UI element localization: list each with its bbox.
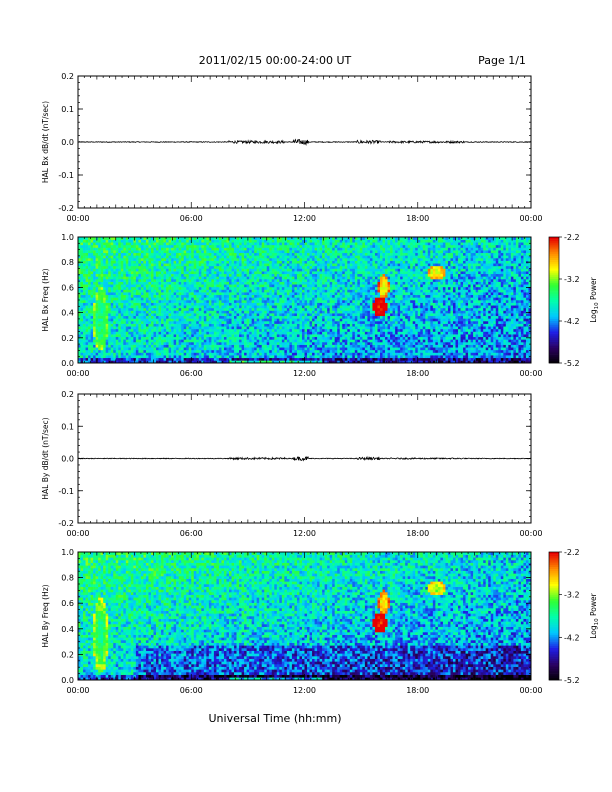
y-tick-label: -0.2 [58,204,74,213]
colorbar: -2.2 -3.2 -4.2 -5.2 Log10 Power [548,548,600,685]
y-tick-label: 0.2 [61,72,74,81]
by-dbdt-panel: 00:00 06:00 12:00 18:00 00:00 0.2 0.1 0.0 -0.1 -0… [41,390,543,538]
y-tick-label: 0.0 [61,455,74,464]
colorbar-tick-label: -4.2 [564,633,580,642]
x-tick-label: 18:00 [406,214,429,223]
colorbar-tick-label: -2.2 [564,233,580,242]
dbdt-trace [77,455,532,462]
colorbar-label: Log10 Power [589,592,600,638]
figure-title: 2011/02/15 00:00-24:00 UT [199,54,352,67]
y-tick-label: 0.8 [61,574,74,583]
x-tick-label: 00:00 [66,214,89,223]
x-tick-label: 12:00 [293,214,316,223]
x-axis-title: Universal Time (hh:mm) [209,712,342,725]
y-tick-label: 1.0 [61,233,74,242]
x-tick-label: 18:00 [406,529,429,538]
colorbar-label: Log10 Power [589,276,600,322]
x-tick-label: 00:00 [519,214,542,223]
y-tick-label: 0.4 [61,625,74,634]
y-axis-label: HAL Bx dB/dt (nT/sec) [41,101,50,183]
x-tick-label: 00:00 [519,686,542,695]
y-tick-label: 0.2 [61,390,74,399]
x-tick-label: 12:00 [293,369,316,378]
y-axis-label: HAL Bx Freq (Hz) [41,268,50,331]
y-tick-label: 0.0 [61,359,74,368]
x-tick-label: 12:00 [293,686,316,695]
y-axis-label: HAL By Freq (Hz) [41,584,50,647]
colorbar-tick-label: -5.2 [564,676,580,685]
y-tick-label: -0.1 [58,171,74,180]
y-tick-label: 0.1 [61,422,74,431]
x-tick-label: 00:00 [66,369,89,378]
x-tick-label: 06:00 [180,686,203,695]
colorbar-tick-label: -3.2 [564,275,580,284]
x-tick-label: 00:00 [66,686,89,695]
y-tick-label: 0.8 [61,258,74,267]
y-tick-label: 0.6 [61,599,74,608]
x-tick-label: 06:00 [180,369,203,378]
colorbar: -2.2 -3.2 -4.2 -5.2 Log10 Power [548,233,600,368]
x-tick-label: 00:00 [66,529,89,538]
bx-spectrogram-panel: 00:00 06:00 12:00 18:00 00:00 1.0 0.8 0.6 0.4 0.2… [41,233,600,378]
bx-dbdt-panel: 00:00 06:00 12:00 18:00 00:00 0.2 0.1 0.0 -0.1 -0… [41,72,543,223]
x-tick-label: 00:00 [519,369,542,378]
y-tick-label: 0.0 [61,138,74,147]
page-indicator: Page 1/1 [478,54,526,67]
x-tick-label: 06:00 [180,529,203,538]
spectrogram-cells [78,552,532,681]
y-tick-label: 0.0 [61,676,74,685]
x-tick-label: 18:00 [406,369,429,378]
y-tick-label: -0.1 [58,487,74,496]
x-tick-label: 06:00 [180,214,203,223]
colorbar-tick-label: -2.2 [564,548,580,557]
colorbar-tick-label: -5.2 [564,359,580,368]
y-tick-label: 0.6 [61,283,74,292]
colorbar-tick-label: -4.2 [564,317,580,326]
x-tick-label: 12:00 [293,529,316,538]
x-tick-label: 18:00 [406,686,429,695]
by-spectrogram-panel: 00:00 06:00 12:00 18:00 00:00 1.0 0.8 0.6 0.4 0.2… [41,548,600,695]
y-tick-label: -0.2 [58,519,74,528]
y-axis-label: HAL By dB/dt (nT/sec) [41,417,50,499]
y-tick-label: 0.4 [61,309,74,318]
colorbar-tick-label: -3.2 [564,591,580,600]
y-tick-label: 1.0 [61,548,74,557]
x-tick-label: 00:00 [519,529,542,538]
y-tick-label: 0.2 [61,650,74,659]
dbdt-trace [77,138,532,146]
y-tick-label: 0.1 [61,105,74,114]
y-tick-label: 0.2 [61,334,74,343]
spectrogram-cells [78,237,532,364]
